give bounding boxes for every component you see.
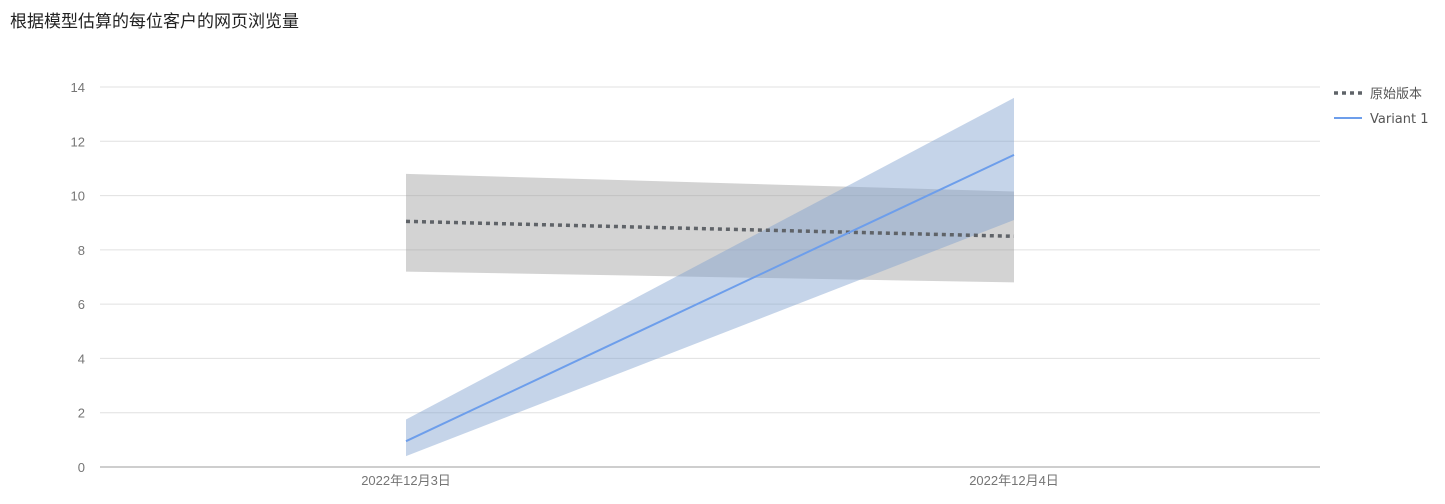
legend-label: Variant 1 [1370, 112, 1429, 127]
band-layer [406, 97, 1014, 457]
y-tick-label: 12 [71, 134, 85, 149]
y-tick-label: 2 [78, 406, 85, 421]
x-tick-label: 2022年12月4日 [969, 473, 1059, 488]
grid-layer [100, 86, 1320, 414]
y-tick-label: 0 [78, 460, 85, 475]
line-layer [405, 153, 1015, 443]
y-tick-label: 14 [71, 80, 85, 95]
series-line [405, 153, 1015, 443]
axis-layer: 0 2 4 6 8 10 12 14 2022年12月3日 2022年12月4日 [71, 80, 1320, 488]
chart-title: 根据模型估算的每位客户的网页浏览量 [10, 12, 299, 32]
confidence-band [406, 97, 1014, 457]
y-tick-label: 6 [78, 297, 85, 312]
x-tick-label: 2022年12月3日 [361, 473, 451, 488]
y-tick-label: 10 [71, 189, 85, 204]
series-line [405, 219, 1015, 239]
y-tick-label: 4 [78, 351, 85, 366]
y-tick-label: 8 [78, 243, 85, 258]
legend: 原始版本 Variant 1 [1334, 87, 1429, 127]
legend-label: 原始版本 [1370, 87, 1422, 102]
